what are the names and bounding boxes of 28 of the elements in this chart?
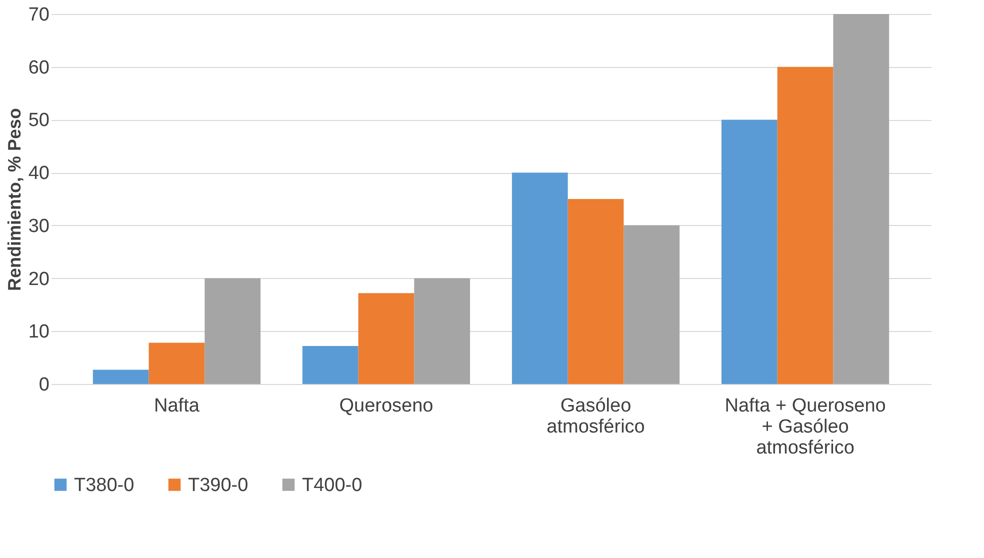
bar	[204, 278, 261, 384]
x-tick-label: Queroseno	[339, 396, 434, 416]
legend-label: T380-0	[74, 474, 134, 496]
y-tick-label: 70	[28, 4, 50, 26]
bar	[148, 342, 205, 384]
bar	[414, 278, 470, 384]
bar	[721, 120, 778, 384]
bar	[568, 199, 624, 384]
bar	[777, 66, 834, 384]
y-tick-label: 20	[28, 268, 50, 290]
y-tick-label: 0	[38, 374, 50, 396]
bar	[833, 14, 890, 384]
y-tick-label: 50	[28, 110, 50, 132]
y-tick-label: 30	[28, 216, 50, 237]
bar	[92, 370, 149, 384]
bar	[512, 172, 568, 384]
legend-label: T390-0	[188, 474, 248, 496]
x-tick-label: Nafta	[154, 396, 200, 416]
y-tick-label: 40	[28, 163, 50, 184]
bar	[624, 225, 680, 384]
y-axis-title: Rendimiento, % Peso	[4, 108, 24, 292]
legend-label: T400-0	[302, 474, 362, 496]
bar	[358, 293, 414, 384]
bar	[302, 346, 358, 384]
x-tick-label: Nafta + Queroseno + Gasóleo atmosférico	[724, 396, 886, 458]
x-tick-label: Gasóleo atmosférico	[546, 396, 645, 438]
y-tick-label: 60	[28, 57, 50, 78]
y-tick-label: 10	[28, 322, 50, 343]
